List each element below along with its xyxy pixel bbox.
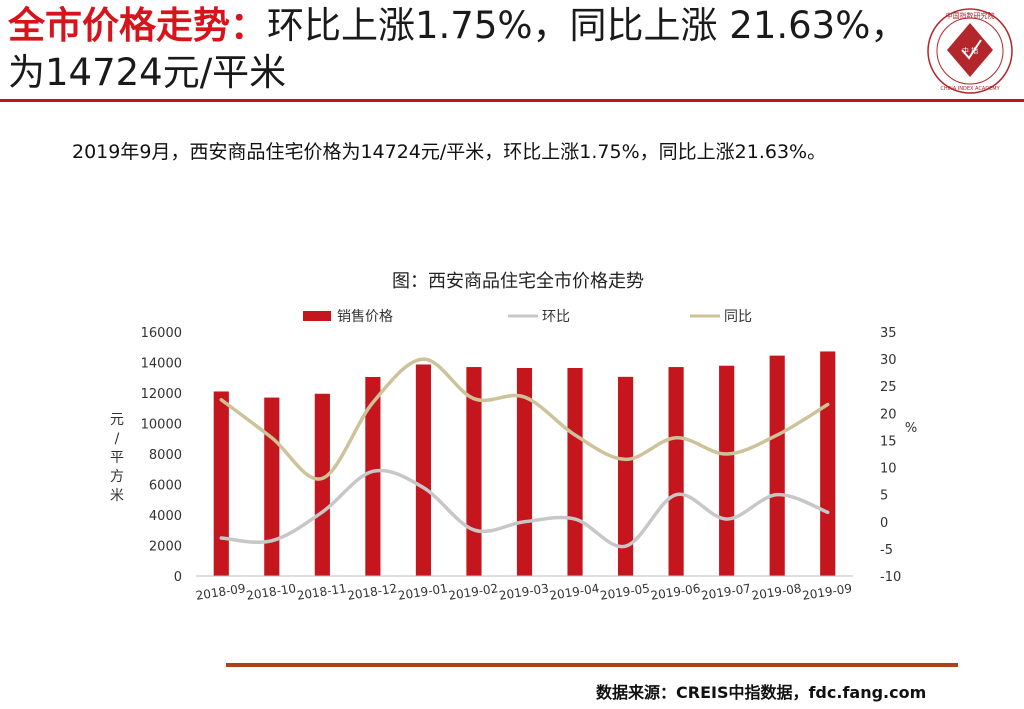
- legend-label: 环比: [542, 309, 570, 325]
- bar-sales-price: [769, 355, 785, 576]
- y-left-tick-label: 8000: [149, 448, 182, 463]
- y-right-tick-label: 15: [880, 434, 897, 449]
- y-right-tick-label: 20: [880, 407, 897, 422]
- legend-swatch-bar: [303, 311, 331, 321]
- y-left-tick-label: 12000: [141, 387, 182, 402]
- bar-sales-price: [264, 397, 280, 576]
- y-right-tick-label: -10: [880, 570, 901, 585]
- bar-sales-price: [314, 393, 330, 576]
- y-right-tick-label: 30: [880, 353, 897, 368]
- x-tick-label: 2019-05: [599, 581, 651, 603]
- bar-sales-price: [466, 367, 482, 576]
- x-tick-label: 2018-10: [245, 581, 297, 603]
- headline-lead: 全市价格走势：: [8, 4, 267, 47]
- x-tick-label: 2018-09: [195, 581, 247, 603]
- bar-sales-price: [365, 376, 381, 576]
- x-tick-label: 2018-11: [296, 581, 348, 603]
- legend-label: 同比: [724, 309, 752, 325]
- y-right-axis-label: %: [905, 421, 917, 436]
- x-tick-label: 2019-06: [650, 581, 702, 603]
- y-right-tick-label: 25: [880, 380, 897, 395]
- legend-label: 销售价格: [337, 309, 393, 325]
- header-divider: [0, 99, 1024, 102]
- y-right-tick-label: 10: [880, 462, 897, 477]
- x-tick-label: 2019-07: [700, 581, 752, 603]
- y-left-tick-label: 2000: [149, 540, 182, 555]
- bar-sales-price: [415, 364, 432, 576]
- y-left-tick-label: 10000: [141, 418, 182, 433]
- bar-sales-price: [668, 367, 684, 576]
- china-index-academy-logo: 中国指数研究院 中 指 CHINA INDEX ACADEMY: [927, 8, 1013, 94]
- logo-text-bottom: CHINA INDEX ACADEMY: [940, 86, 1000, 92]
- y-right-tick-label: 35: [880, 326, 897, 341]
- y-left-tick-label: 16000: [141, 326, 182, 341]
- line-mom: [219, 468, 830, 549]
- x-tick-label: 2019-01: [397, 581, 449, 603]
- x-tick-label: 2019-04: [549, 581, 601, 603]
- y-right-tick-label: -5: [880, 543, 893, 558]
- x-tick-label: 2019-02: [447, 581, 499, 603]
- bar-sales-price: [719, 365, 735, 576]
- x-tick-label: 2018-12: [346, 581, 398, 603]
- bar-sales-price: [567, 367, 583, 576]
- y-left-tick-label: 14000: [141, 357, 182, 372]
- chart-title: 图：西安商品住宅全市价格走势: [392, 271, 644, 292]
- data-source: 数据来源：CREIS中指数据，fdc.fang.com: [596, 683, 927, 702]
- footer-divider: [226, 663, 958, 667]
- page-headline: 全市价格走势：环比上涨1.75%，同比上涨 21.63%，为14724元/平米: [8, 2, 908, 96]
- logo-text-center: 中 指: [962, 46, 978, 55]
- y-right-tick-label: 5: [880, 489, 888, 504]
- line-yoy: [219, 357, 830, 481]
- summary-text: 2019年9月，西安商品住宅价格为14724元/平米，环比上涨1.75%，同比上…: [72, 141, 827, 163]
- y-left-tick-label: 6000: [149, 479, 182, 494]
- x-tick-label: 2019-03: [498, 581, 550, 603]
- bar-sales-price: [820, 351, 836, 576]
- headline-rest: 环比上涨1.75%，同比上涨 21.63%，为14724元/平米: [8, 4, 908, 94]
- logo-text-top: 中国指数研究院: [946, 11, 995, 20]
- x-tick-label: 2019-08: [751, 581, 803, 603]
- y-left-axis-label: 元/平方米: [110, 412, 124, 504]
- bar-sales-price: [617, 376, 634, 576]
- bar-sales-price: [213, 391, 229, 576]
- x-tick-label: 2019-09: [801, 581, 853, 603]
- y-right-tick-label: 0: [880, 516, 888, 531]
- y-left-tick-label: 0: [174, 570, 182, 585]
- y-left-tick-label: 4000: [149, 509, 182, 524]
